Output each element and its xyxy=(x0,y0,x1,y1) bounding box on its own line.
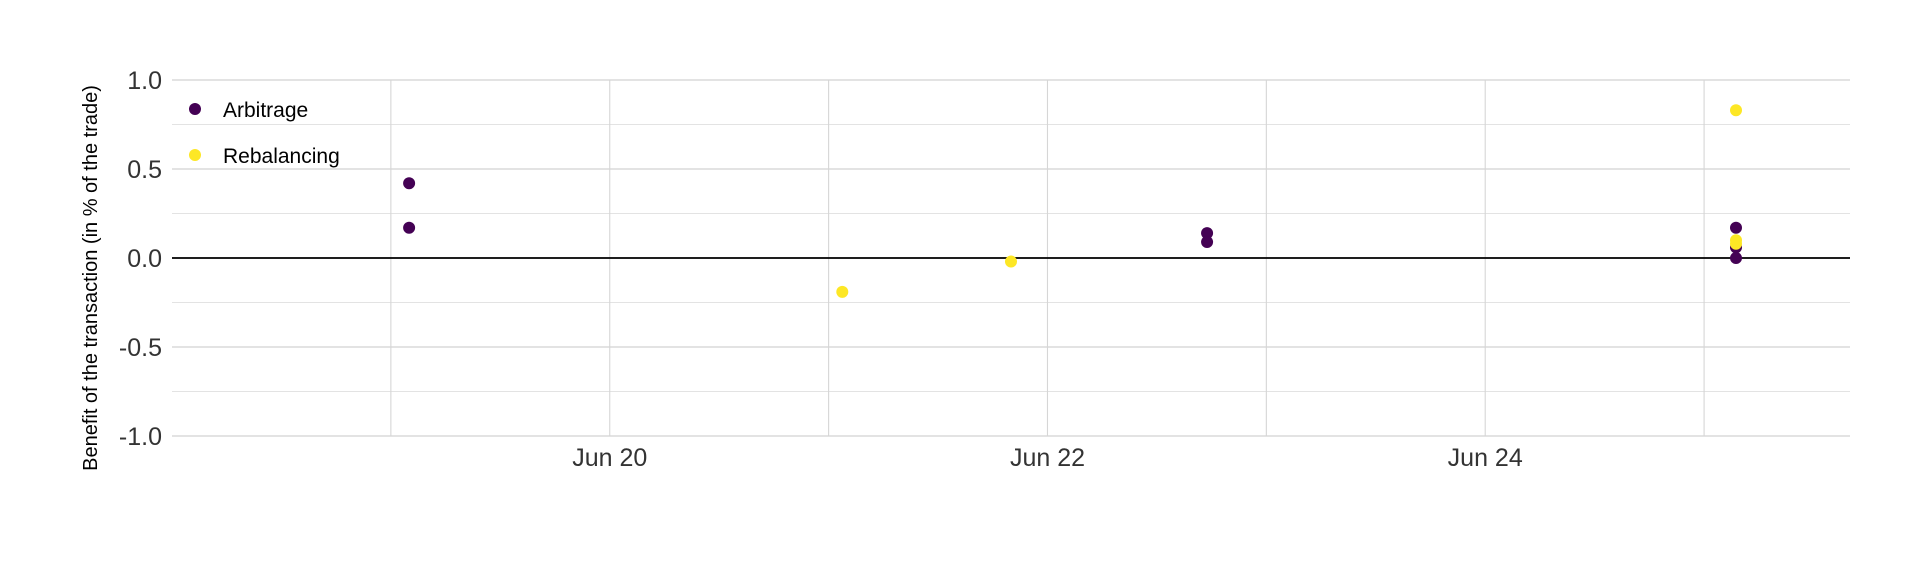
legend-marker-rebalancing xyxy=(189,149,201,161)
y-tick-label: -0.5 xyxy=(119,334,162,362)
y-axis-tick-labels: -1.0 -0.5 0.0 0.5 1.0 xyxy=(119,67,162,451)
x-axis-tick-labels: Jun 20 Jun 22 Jun 24 xyxy=(572,444,1523,472)
legend-label-rebalancing: Rebalancing xyxy=(223,145,340,168)
legend-label-arbitrage: Arbitrage xyxy=(223,99,308,122)
legend: Arbitrage Rebalancing xyxy=(189,99,340,168)
x-tick-label: Jun 20 xyxy=(572,444,647,472)
point-arbitrage xyxy=(403,177,416,190)
point-arbitrage xyxy=(1730,252,1743,264)
point-arbitrage xyxy=(403,221,416,234)
data-points xyxy=(403,104,1743,298)
y-tick-label: -1.0 xyxy=(119,423,162,451)
legend-marker-arbitrage xyxy=(189,103,201,115)
x-tick-label: Jun 22 xyxy=(1010,444,1085,472)
point-rebalancing xyxy=(1730,104,1743,117)
y-tick-label: 0.0 xyxy=(127,245,162,273)
point-arbitrage xyxy=(1201,227,1214,240)
point-arbitrage xyxy=(1201,235,1214,248)
y-axis-title: Benefit of the transaction (in % of the … xyxy=(80,85,102,471)
point-rebalancing xyxy=(836,285,849,298)
point-rebalancing xyxy=(1005,255,1017,268)
y-tick-label: 1.0 xyxy=(127,67,162,95)
point-arbitrage xyxy=(1730,221,1743,234)
x-tick-label: Jun 24 xyxy=(1448,444,1523,472)
y-tick-label: 0.5 xyxy=(127,156,162,184)
point-rebalancing xyxy=(1730,237,1743,250)
